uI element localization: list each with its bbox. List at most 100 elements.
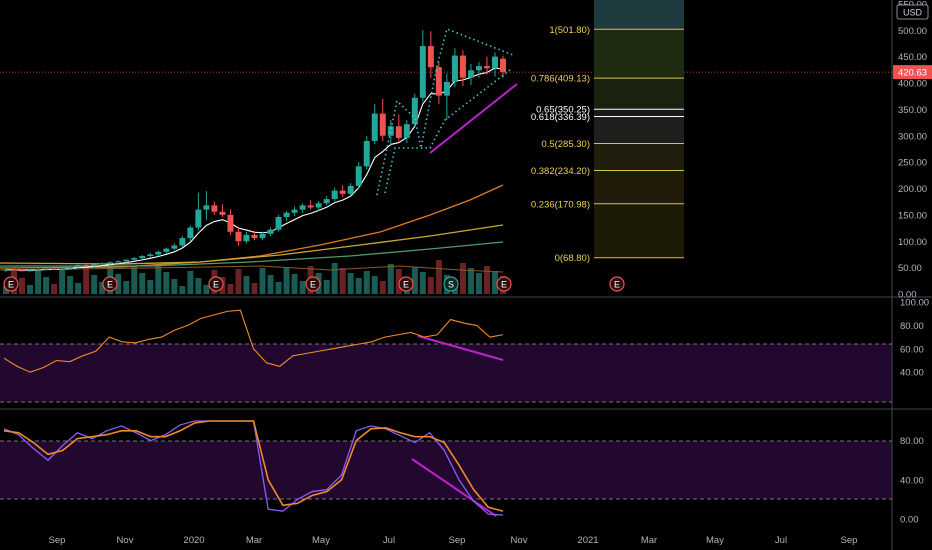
price-axis-tick: 300.00 xyxy=(898,131,927,142)
candle-body xyxy=(395,126,402,138)
fib-zone-top xyxy=(594,0,684,30)
candle-body xyxy=(491,56,498,69)
candle-body xyxy=(139,256,146,259)
rsi-divergence-line xyxy=(417,335,504,361)
fib-level-label: 0.5(285.30) xyxy=(541,139,590,150)
rsi-axis-tick: 40.00 xyxy=(900,368,924,379)
candle-body xyxy=(331,190,338,200)
candle-body xyxy=(75,264,82,268)
volume-bar xyxy=(243,276,250,294)
candle-body xyxy=(467,70,474,78)
volume-bar xyxy=(491,271,498,294)
volume-bar xyxy=(411,267,418,294)
candle-body xyxy=(379,113,386,136)
candle-body xyxy=(459,55,466,78)
price-axis-tick: 200.00 xyxy=(898,184,927,195)
candle-body xyxy=(347,185,354,194)
ma-yellow-line xyxy=(0,224,504,265)
volume-bar xyxy=(27,285,34,294)
volume-bar xyxy=(323,280,330,294)
event-marker-label: S xyxy=(448,280,454,290)
fib-zone xyxy=(594,116,684,144)
event-marker xyxy=(208,276,224,292)
axes: 550.00500.00450.00400.00350.00300.00250.… xyxy=(49,0,932,546)
fib-zone xyxy=(594,78,684,110)
event-marker xyxy=(398,276,414,292)
volume-bar xyxy=(147,280,154,294)
price-axis-tick: 0.00 xyxy=(898,290,917,301)
volume-bar xyxy=(363,271,370,294)
candle-body xyxy=(67,267,74,269)
time-axis-label: 2021 xyxy=(577,535,598,546)
candle-body xyxy=(235,231,242,242)
volume-bar xyxy=(419,272,426,294)
volume-bar xyxy=(3,286,9,294)
volume-bar xyxy=(59,269,66,294)
volume-bar xyxy=(99,282,106,294)
volume-bar xyxy=(43,277,50,294)
fib-zone xyxy=(594,170,684,204)
candle-body xyxy=(427,46,434,68)
candle-body xyxy=(107,262,114,264)
ma-brown-line xyxy=(0,265,504,273)
volume-bar xyxy=(179,286,186,294)
price-axis-tick: 150.00 xyxy=(898,210,927,221)
fib-level-label: 0(68.80) xyxy=(555,253,590,264)
time-axis-label: Mar xyxy=(641,535,657,546)
volume-bar xyxy=(171,279,178,294)
volume-bar xyxy=(459,263,466,294)
event-marker xyxy=(305,276,321,292)
price-axis-tick: 50.00 xyxy=(898,263,922,274)
fib-level-label: 0.618(336.39) xyxy=(531,112,590,123)
volume-bar xyxy=(395,269,402,294)
volume-bar xyxy=(91,275,98,294)
volume-bar xyxy=(131,266,138,294)
candle-body xyxy=(243,234,250,242)
candle-body xyxy=(203,205,210,210)
time-axis-label: Nov xyxy=(117,535,134,546)
candle-body xyxy=(3,269,9,271)
fib-zone xyxy=(594,203,684,258)
volume-bar xyxy=(331,263,338,294)
volume-bar xyxy=(67,276,74,294)
volume-bar xyxy=(435,260,442,294)
volume-bar xyxy=(267,275,274,294)
candle-body xyxy=(259,233,266,239)
volume-bar xyxy=(75,283,82,294)
volume-bar xyxy=(483,266,490,294)
event-marker xyxy=(609,276,625,292)
event-marker-label: E xyxy=(107,280,113,290)
volume-bar xyxy=(51,284,58,294)
candle-body xyxy=(355,166,362,186)
volume-bar xyxy=(163,272,170,294)
volume-bar xyxy=(115,274,122,294)
candle-body xyxy=(11,269,18,271)
price-axis-tick: 250.00 xyxy=(898,158,927,169)
candle-body xyxy=(115,261,122,263)
candle-body xyxy=(419,46,426,98)
candle-body xyxy=(19,270,26,272)
stoch-axis-tick: 0.00 xyxy=(900,515,919,526)
volume-bar xyxy=(227,284,234,294)
candle-body xyxy=(411,97,418,125)
candle-body xyxy=(195,209,202,228)
time-axis-label: Jul xyxy=(775,535,787,546)
volume-bar xyxy=(251,283,258,294)
rsi-band xyxy=(0,344,892,402)
candle-body xyxy=(35,269,42,271)
rsi-pane[interactable] xyxy=(3,309,504,373)
volume-bar xyxy=(187,271,194,294)
volume-bar xyxy=(195,278,202,294)
fib-retracement[interactable]: 1(501.80) 0.786(409.13) 0.65(350.25)0.618(… xyxy=(531,0,684,264)
stoch-pane[interactable] xyxy=(3,420,504,516)
stoch-axis-tick: 40.00 xyxy=(900,475,924,486)
candle-body xyxy=(500,58,506,73)
candle-body xyxy=(323,199,330,204)
drawing-tools[interactable] xyxy=(376,27,518,517)
candlesticks[interactable] xyxy=(3,30,506,272)
event-marker-label: E xyxy=(310,280,316,290)
fib-zone xyxy=(594,109,684,117)
